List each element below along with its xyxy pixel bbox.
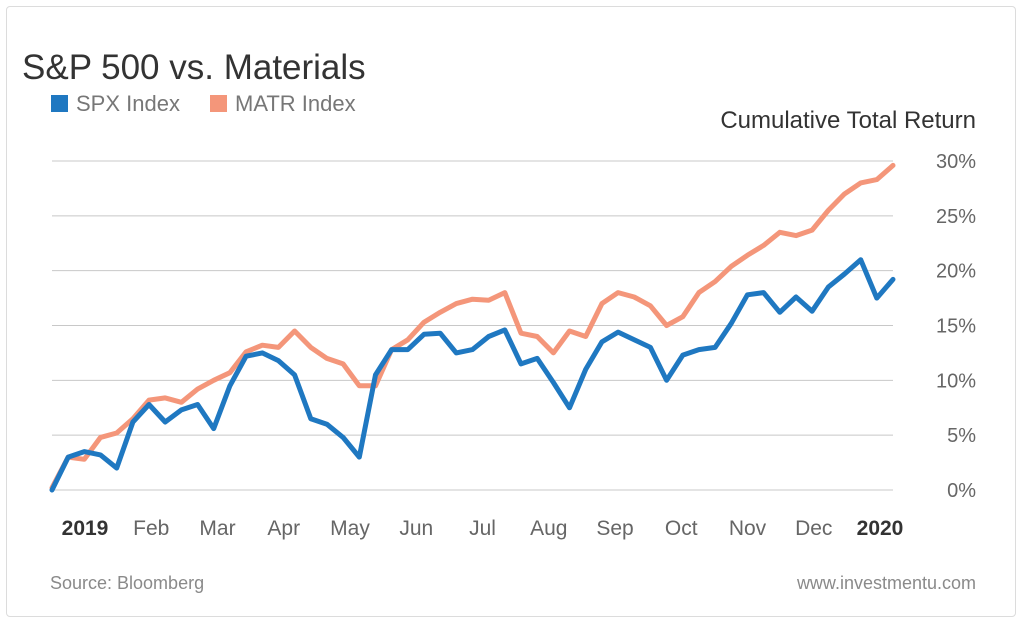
x-tick-label: 2019	[62, 517, 109, 540]
series-lines	[49, 162, 896, 493]
y-tick-label: 25%	[936, 206, 976, 228]
x-tick-label: Dec	[795, 517, 832, 540]
chart-title: S&P 500 vs. Materials	[22, 48, 366, 87]
legend-label-matr: MATR Index	[235, 91, 356, 116]
legend: SPX Index MATR Index	[51, 91, 356, 116]
y-tick-label: 0%	[947, 480, 976, 502]
legend-swatch-matr	[210, 95, 227, 112]
y-axis-label: Cumulative Total Return	[720, 107, 976, 134]
legend-label-spx: SPX Index	[76, 91, 180, 116]
y-tick-labels: 0% 5% 10% 15% 20% 25% 30%	[936, 151, 976, 502]
x-tick-label: Aug	[530, 517, 567, 540]
x-tick-labels: 2019 Feb Mar Apr May Jun Jul Aug Sep Oct Nov Dec 202…	[62, 517, 904, 540]
x-tick-label: May	[330, 517, 370, 540]
x-tick-label: Nov	[729, 517, 767, 540]
legend-swatch-spx	[51, 95, 68, 112]
series-line-spx	[49, 257, 896, 493]
x-tick-label: Feb	[133, 517, 169, 540]
website-credit: www.investmentu.com	[796, 573, 976, 593]
x-tick-label: Mar	[199, 517, 235, 540]
y-tick-label: 15%	[936, 316, 976, 338]
chart-frame	[6, 6, 1016, 617]
y-tick-label: 20%	[936, 261, 976, 283]
gridlines	[52, 160, 893, 491]
x-tick-label: Jun	[399, 517, 433, 540]
x-tick-label: Jul	[469, 517, 496, 540]
x-tick-label: Sep	[596, 517, 633, 540]
x-tick-label: Oct	[665, 517, 698, 540]
source-note: Source: Bloomberg	[50, 573, 204, 593]
y-tick-label: 30%	[936, 151, 976, 173]
series-line-matr	[49, 162, 896, 491]
x-tick-label: 2020	[857, 517, 904, 540]
y-tick-label: 10%	[936, 370, 976, 392]
y-tick-label: 5%	[947, 425, 976, 447]
x-tick-label: Apr	[267, 517, 300, 540]
